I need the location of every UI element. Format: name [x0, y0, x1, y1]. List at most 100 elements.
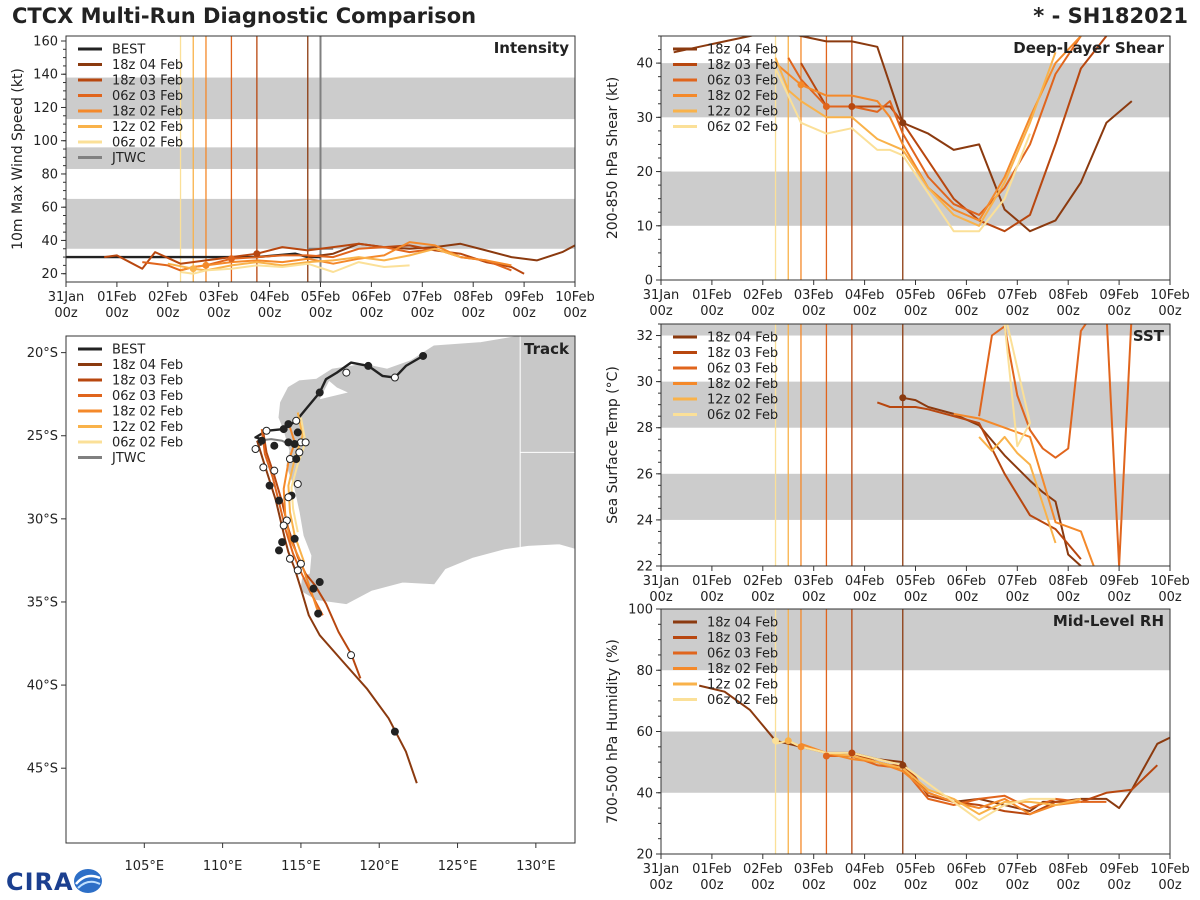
track-ytick-label: 40°S	[27, 679, 58, 694]
shear-xtick-label: 00z	[700, 304, 724, 319]
shear-xtick-label: 00z	[649, 304, 673, 319]
rh-xtick-label: 00z	[1158, 878, 1182, 893]
track-position-marker	[251, 445, 260, 454]
rh-xtick-label: 02Feb	[743, 862, 783, 877]
intensity-legend-label: 06z 03 Feb	[112, 89, 183, 104]
track-legend-label: 06z 03 Feb	[112, 389, 183, 404]
intensity-xtick-label: 09Feb	[504, 290, 544, 305]
track-position-marker	[347, 651, 356, 660]
track-ytick-label: 35°S	[27, 595, 58, 610]
sst-ytick-label: 26	[636, 467, 653, 482]
sst-series-line	[953, 412, 1095, 566]
track-xtick-label: 110°E	[203, 859, 243, 874]
sst-ytick-label: 28	[636, 421, 653, 436]
sst-ytick-label: 32	[636, 329, 653, 344]
cira-logo: CIRA	[6, 868, 74, 896]
coastal-inlet	[319, 380, 348, 400]
sst-xtick-label: 00z	[1158, 590, 1182, 605]
intensity-xtick-label: 00z	[462, 306, 486, 321]
intensity-ytick-label: 20	[41, 267, 58, 282]
track-ytick-label: 20°S	[27, 346, 58, 361]
track-position-marker	[284, 493, 293, 502]
rh-band-1	[661, 609, 1170, 671]
intensity-legend-label: 12z 02 Feb	[112, 120, 183, 135]
track-legend-label: 12z 02 Feb	[112, 420, 183, 435]
rh-series-marker	[822, 752, 830, 760]
shear-xtick-label: 00z	[904, 304, 928, 319]
intensity-ytick-label: 40	[41, 234, 58, 249]
sst-xtick-label: 00z	[955, 590, 979, 605]
intensity-series-line	[307, 242, 575, 262]
track-position-marker	[364, 361, 373, 370]
track-panel: 105°E 110°E 115°E 120°E 125°E 130°E 20°S 25°S 30…	[27, 335, 576, 874]
track-position-marker	[257, 436, 266, 445]
track-legend-label: BEST	[112, 343, 145, 358]
intensity-series-line	[180, 261, 410, 275]
rh-legend-label: 06z 02 Feb	[707, 693, 778, 708]
sst-xtick-label: 08Feb	[1048, 574, 1088, 589]
rh-xtick-label: 00z	[853, 878, 877, 893]
rh-ytick-label: 80	[636, 664, 653, 679]
rh-ytick-label: 40	[636, 786, 653, 801]
sst-band-0	[661, 473, 1170, 520]
track-legend-label: 18z 04 Feb	[112, 358, 183, 373]
shear-xtick-label: 00z	[1057, 304, 1081, 319]
intensity-legend-label: 18z 02 Feb	[112, 105, 183, 120]
storm-id: * - SH182021	[1033, 4, 1188, 28]
shear-legend-label: 18z 03 Feb	[707, 58, 778, 73]
shear-xtick-label: 00z	[853, 304, 877, 319]
intensity-series-marker	[189, 265, 197, 273]
sst-xtick-label: 03Feb	[794, 574, 834, 589]
track-position-marker	[314, 609, 323, 618]
track-position-marker	[315, 578, 324, 587]
intensity-series-marker	[227, 255, 235, 263]
intensity-ytick-label: 120	[33, 101, 58, 116]
intensity-xtick-label: 00z	[207, 306, 231, 321]
shear-ytick-label: 40	[636, 57, 653, 72]
rh-series-marker	[899, 761, 907, 769]
rh-xtick-label: 07Feb	[998, 862, 1038, 877]
rh-ytick-label: 100	[628, 603, 653, 618]
shear-ylabel: 200-850 hPa Shear (kt)	[605, 77, 621, 239]
rh-series-marker	[784, 737, 792, 745]
intensity-legend-label: BEST	[112, 43, 145, 58]
shear-panel: 01020304031Jan00z01Feb00z02Feb00z03Feb00…	[605, 35, 1190, 319]
shear-legend-label: 06z 03 Feb	[707, 74, 778, 89]
track-position-marker	[293, 428, 302, 437]
intensity-xtick-label: 31Jan	[48, 290, 85, 305]
track-position-marker	[292, 455, 301, 464]
track-position-marker	[296, 559, 305, 568]
shear-xtick-label: 05Feb	[896, 288, 936, 303]
rh-ylabel: 700-500 hPa Humidity (%)	[605, 639, 621, 824]
sst-series-line	[978, 324, 1133, 566]
intensity-legend-label: 06z 02 Feb	[112, 136, 183, 151]
shear-legend-label: 06z 02 Feb	[707, 120, 778, 135]
track-series-line	[290, 417, 307, 533]
intensity-xtick-label: 00z	[258, 306, 282, 321]
rh-series-marker	[797, 743, 805, 751]
track-ytick-label: 30°S	[27, 512, 58, 527]
shear-series-marker	[797, 81, 805, 89]
track-ytick-label: 45°S	[27, 762, 58, 777]
intensity-ytick-label: 60	[41, 201, 58, 216]
track-xtick-label: 115°E	[281, 859, 321, 874]
sst-series-line	[978, 435, 1057, 544]
track-position-marker	[309, 584, 318, 593]
rh-series-marker	[848, 749, 856, 757]
sst-xtick-label: 07Feb	[998, 574, 1038, 589]
shear-xtick-label: 00z	[1158, 304, 1182, 319]
track-legend-label: JTWC	[111, 451, 146, 466]
track-position-marker	[265, 481, 274, 490]
shear-xtick-label: 02Feb	[743, 288, 783, 303]
shear-series-line	[774, 36, 1082, 222]
rh-xtick-label: 08Feb	[1048, 862, 1088, 877]
rh-xtick-label: 00z	[1057, 878, 1081, 893]
shear-series-marker	[848, 102, 856, 110]
rh-legend-label: 12z 02 Feb	[707, 678, 778, 693]
track-position-marker	[274, 546, 283, 555]
sst-series-line	[902, 396, 1082, 566]
sst-series-line	[1003, 324, 1031, 448]
shear-legend-label: 18z 02 Feb	[707, 89, 778, 104]
rh-series-marker	[772, 737, 780, 745]
sst-xtick-label: 05Feb	[896, 574, 936, 589]
